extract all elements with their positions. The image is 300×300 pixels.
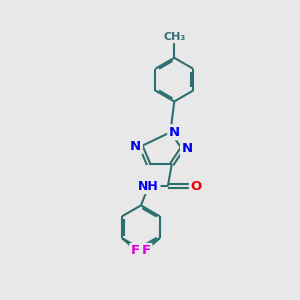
Text: F: F (131, 244, 140, 257)
Text: O: O (190, 180, 202, 193)
Text: CH₃: CH₃ (163, 32, 185, 42)
Text: N: N (169, 126, 180, 139)
Text: NH: NH (138, 180, 159, 193)
Text: N: N (182, 142, 193, 155)
Text: F: F (142, 244, 151, 257)
Text: N: N (130, 140, 141, 153)
